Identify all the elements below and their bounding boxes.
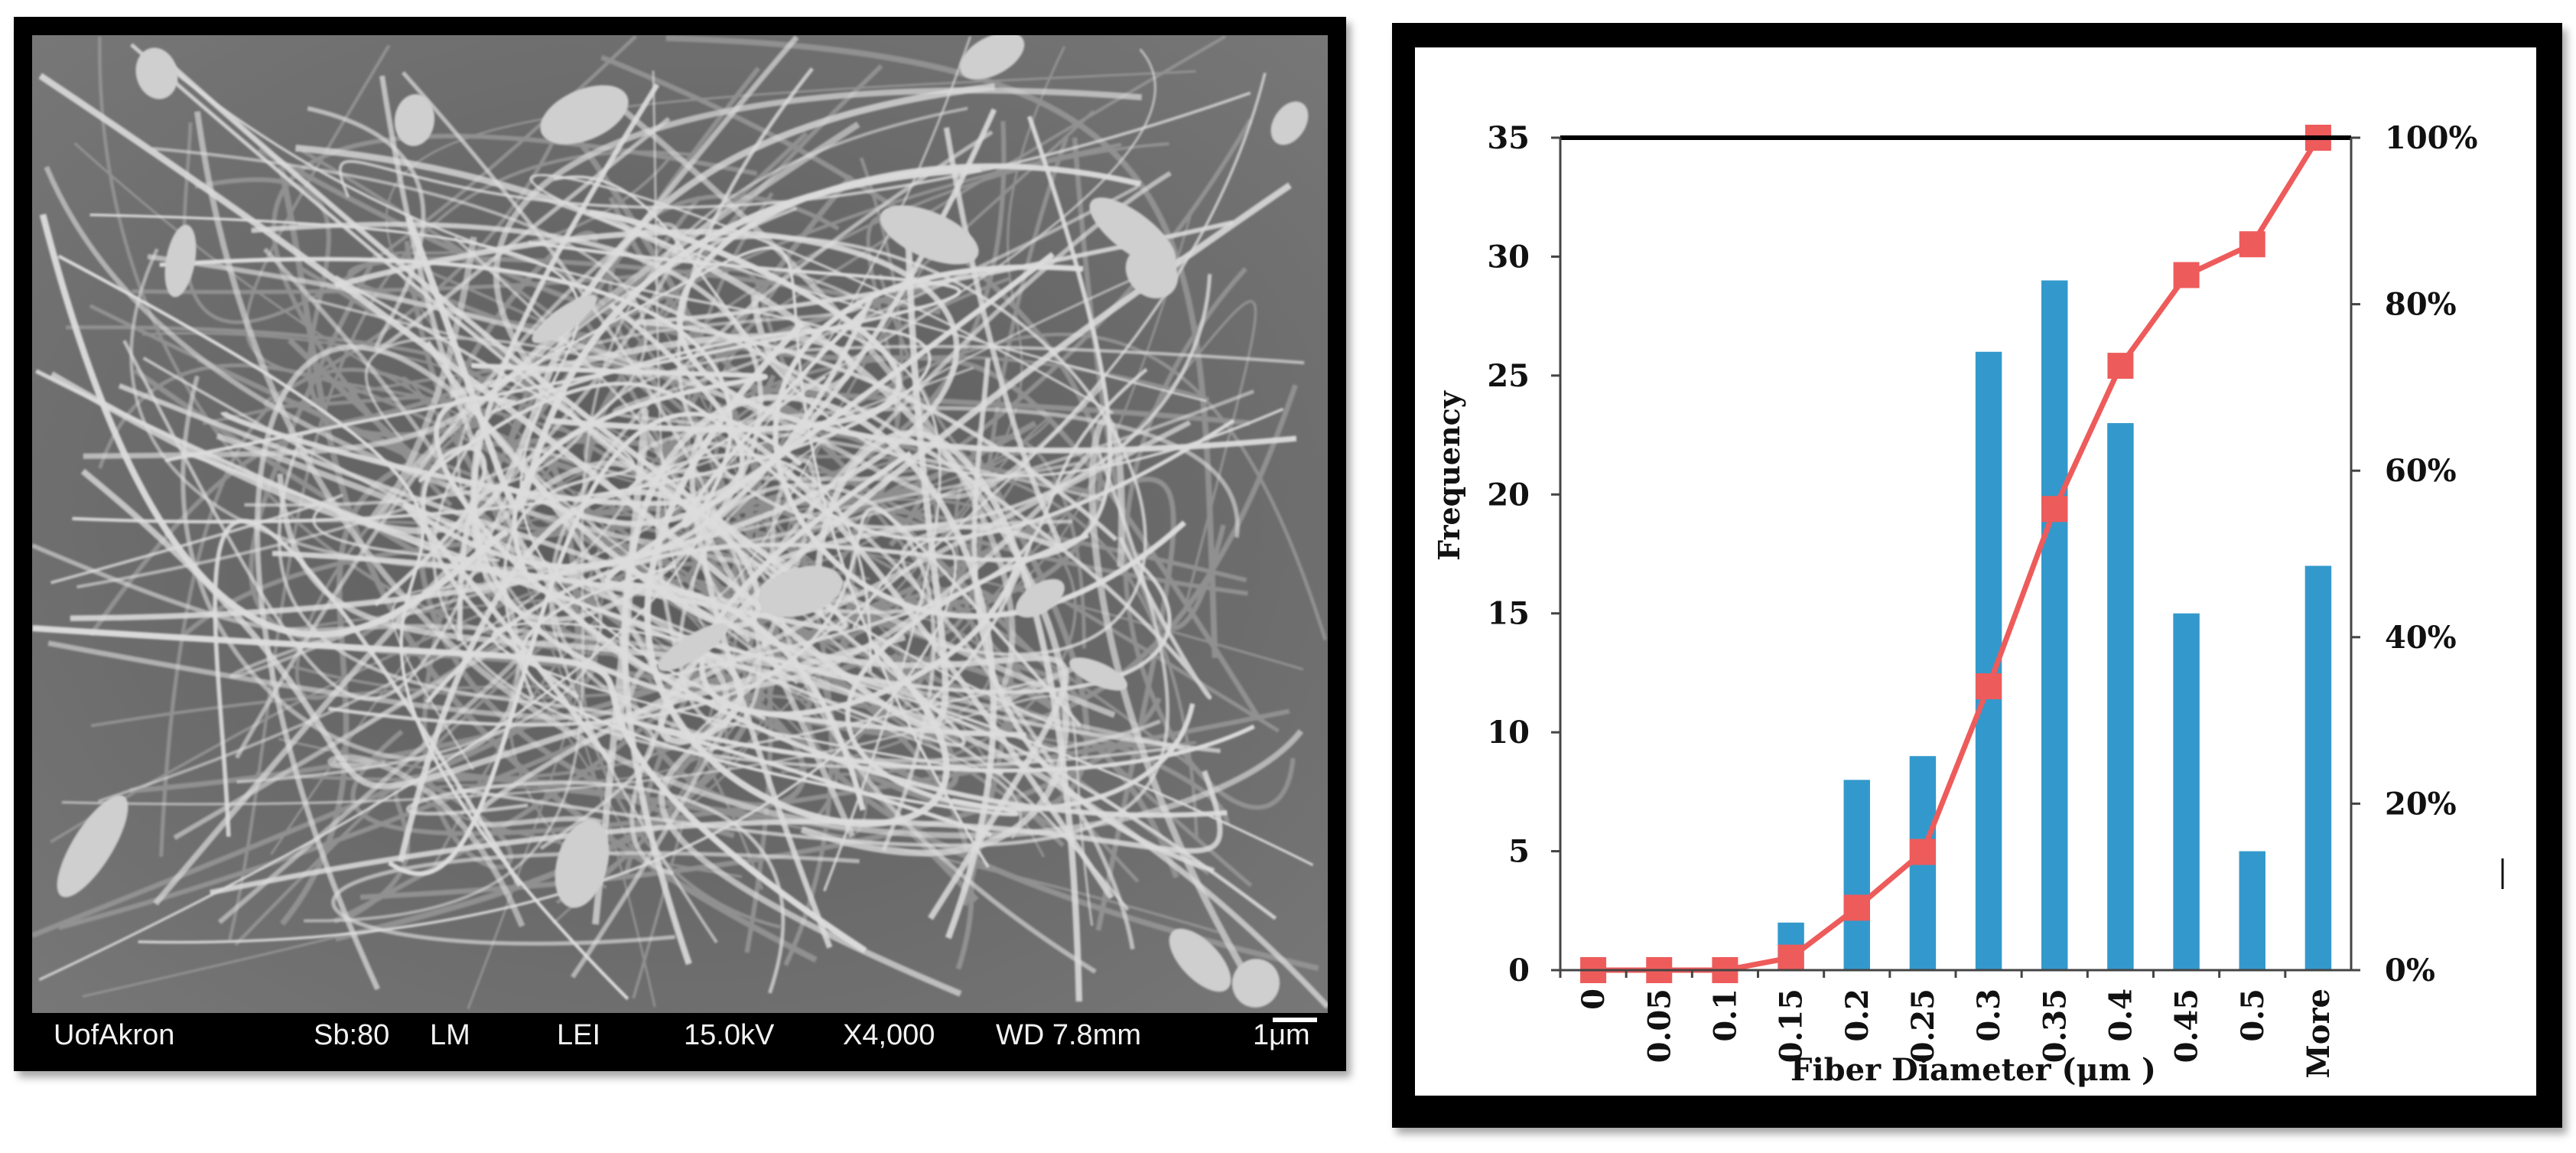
- scale-label: 1μm: [1253, 1019, 1310, 1051]
- y-tick-label: 35: [1487, 120, 1530, 156]
- fiber-diameter-histogram: 0 5 10 15 20 25 30 35 0% 20% 40% 60% 80% 100% 0 0.05 0…: [1432, 120, 2504, 1088]
- y2-tick-label: 60%: [2385, 453, 2457, 489]
- sem-fiber-image: [32, 35, 1328, 1013]
- x-tick-label: More: [2301, 989, 2337, 1078]
- y2-tick-label: 100%: [2385, 120, 2478, 156]
- frequency-bar-0.2: [1843, 780, 1870, 970]
- cumulative-marker-0.35: [2041, 496, 2068, 523]
- x-tick-label: 0.4: [2103, 989, 2139, 1042]
- y2-tick-label: 80%: [2385, 287, 2457, 323]
- frequency-bar-0.5: [2239, 851, 2265, 970]
- cumulative-percentage-line: [1593, 136, 2321, 973]
- y2-tick-label: 20%: [2385, 786, 2457, 822]
- working-distance-label: WD 7.8mm: [996, 1019, 1141, 1051]
- y2-tick-label: 40%: [2385, 620, 2457, 656]
- y2-tick-label: 0%: [2385, 953, 2435, 989]
- mode-label: LM: [430, 1019, 470, 1051]
- y-tick-label: 10: [1487, 715, 1530, 751]
- histogram-canvas: 0 5 10 15 20 25 30 35 0% 20% 40% 60% 80% 100% 0 0.05 0…: [1415, 47, 2536, 1096]
- x-tick-label: 0: [1576, 989, 1612, 1010]
- sem-micrograph-panel: UofAkron Sb:80 LM LEI 15.0kV X4,000 WD 7…: [14, 17, 1346, 1071]
- x-axis-title: Fiber Diameter (μm ): [1791, 1052, 2156, 1088]
- x-tick-label: 0.05: [1641, 989, 1677, 1063]
- x-tick-label: 0.1: [1707, 989, 1743, 1042]
- cumulative-marker-0.15: [1778, 944, 1804, 971]
- sample-label: Sb:80: [314, 1019, 390, 1051]
- y-tick-label: 30: [1487, 239, 1530, 275]
- scale-bar: [1273, 1018, 1317, 1022]
- institution-label: UofAkron: [54, 1019, 175, 1051]
- histogram-panel: 0 5 10 15 20 25 30 35 0% 20% 40% 60% 80% 100% 0 0.05 0…: [1392, 23, 2562, 1128]
- frequency-bar-0.45: [2173, 613, 2200, 970]
- y-tick-label: 25: [1487, 358, 1530, 394]
- cumulative-marker-0.25: [1909, 839, 1936, 865]
- cumulative-marker-0.5: [2239, 231, 2265, 258]
- frequency-bar-0.35: [2041, 280, 2068, 970]
- x-tick-label: 0.25: [1905, 989, 1941, 1063]
- y-tick-label: 0: [1508, 953, 1530, 989]
- voltage-label: 15.0kV: [684, 1019, 775, 1051]
- frequency-bar-More: [2304, 565, 2332, 970]
- detector-label: LEI: [557, 1019, 601, 1051]
- y-tick-label: 15: [1487, 596, 1530, 632]
- x-tick-label: 0.15: [1774, 989, 1810, 1063]
- x-tick-label: 0.5: [2235, 989, 2271, 1042]
- y-tick-label: 5: [1508, 834, 1530, 870]
- cumulative-marker-0.4: [2107, 353, 2134, 379]
- y-axis-title: Frequency: [1432, 390, 1466, 561]
- y-tick-label: 20: [1487, 477, 1530, 513]
- x-tick-label: 0.3: [1971, 989, 2007, 1042]
- cumulative-marker-0.3: [1976, 673, 2002, 699]
- x-tick-label: 0.2: [1839, 989, 1875, 1042]
- magnification-label: X4,000: [843, 1019, 935, 1051]
- frequency-bar-0.4: [2107, 423, 2134, 970]
- cumulative-marker-0.2: [1843, 894, 1870, 921]
- x-tick-label: 0.45: [2169, 989, 2205, 1063]
- cumulative-marker-0.45: [2173, 262, 2200, 288]
- sem-info-bar: UofAkron Sb:80 LM LEI 15.0kV X4,000 WD 7…: [32, 1013, 1328, 1060]
- x-tick-label: 0.35: [2037, 989, 2073, 1063]
